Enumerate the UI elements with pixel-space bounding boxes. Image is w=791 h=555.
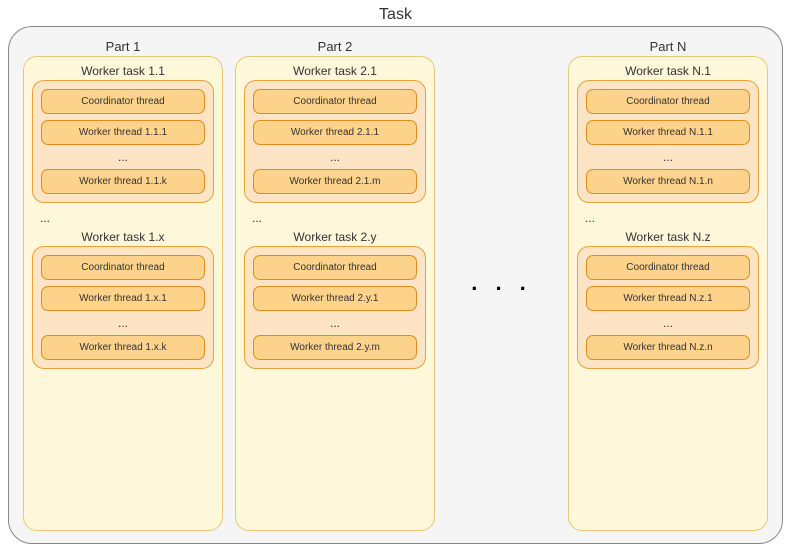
part-title: Part 1 [23,35,223,56]
worker-task-box: Coordinator thread Worker thread N.1.1 .… [577,80,759,203]
big-ellipsis: . . . [471,270,532,296]
part-box: Worker task 2.1 Coordinator thread Worke… [235,56,435,531]
ellipsis: ... [253,317,417,329]
ellipsis: ... [253,151,417,163]
thread-box: Worker thread 1.x.k [41,335,205,360]
part-box: Worker task 1.1 Coordinator thread Worke… [23,56,223,531]
part-box: Worker task N.1 Coordinator thread Worke… [568,56,768,531]
part-column-n: Part N Worker task N.1 Coordinator threa… [568,35,768,531]
thread-box: Coordinator thread [41,255,205,280]
thread-box: Coordinator thread [586,255,750,280]
thread-box: Worker thread 1.1.k [41,169,205,194]
worker-task-title: Worker task N.1 [577,61,759,80]
gap-column: . . . [441,35,562,531]
thread-box: Coordinator thread [41,89,205,114]
task-title: Task [0,0,791,26]
worker-task-title: Worker task N.z [577,227,759,246]
thread-box: Coordinator thread [253,89,417,114]
thread-box: Worker thread 1.1.1 [41,120,205,145]
worker-task-box: Coordinator thread Worker thread 2.y.1 .… [244,246,426,369]
task-container: Part 1 Worker task 1.1 Coordinator threa… [8,26,783,544]
thread-box: Worker thread N.1.n [586,169,750,194]
worker-task-title: Worker task 2.y [244,227,426,246]
ellipsis: ... [244,203,426,227]
part-title: Part 2 [235,35,435,56]
thread-box: Worker thread N.z.n [586,335,750,360]
worker-task-box: Coordinator thread Worker thread N.z.1 .… [577,246,759,369]
part-column-2: Part 2 Worker task 2.1 Coordinator threa… [235,35,435,531]
thread-box: Coordinator thread [253,255,417,280]
thread-box: Worker thread 2.1.m [253,169,417,194]
ellipsis: ... [577,203,759,227]
part-column-1: Part 1 Worker task 1.1 Coordinator threa… [23,35,223,531]
worker-task-box: Coordinator thread Worker thread 2.1.1 .… [244,80,426,203]
part-title: Part N [568,35,768,56]
thread-box: Worker thread N.1.1 [586,120,750,145]
thread-box: Worker thread 2.y.1 [253,286,417,311]
worker-task-box: Coordinator thread Worker thread 1.x.1 .… [32,246,214,369]
worker-task-title: Worker task 1.x [32,227,214,246]
thread-box: Worker thread N.z.1 [586,286,750,311]
worker-task-title: Worker task 1.1 [32,61,214,80]
ellipsis: ... [41,151,205,163]
ellipsis: ... [32,203,214,227]
thread-box: Worker thread 2.1.1 [253,120,417,145]
thread-box: Worker thread 1.x.1 [41,286,205,311]
ellipsis: ... [586,317,750,329]
worker-task-title: Worker task 2.1 [244,61,426,80]
thread-box: Worker thread 2.y.m [253,335,417,360]
worker-task-box: Coordinator thread Worker thread 1.1.1 .… [32,80,214,203]
ellipsis: ... [586,151,750,163]
ellipsis: ... [41,317,205,329]
thread-box: Coordinator thread [586,89,750,114]
